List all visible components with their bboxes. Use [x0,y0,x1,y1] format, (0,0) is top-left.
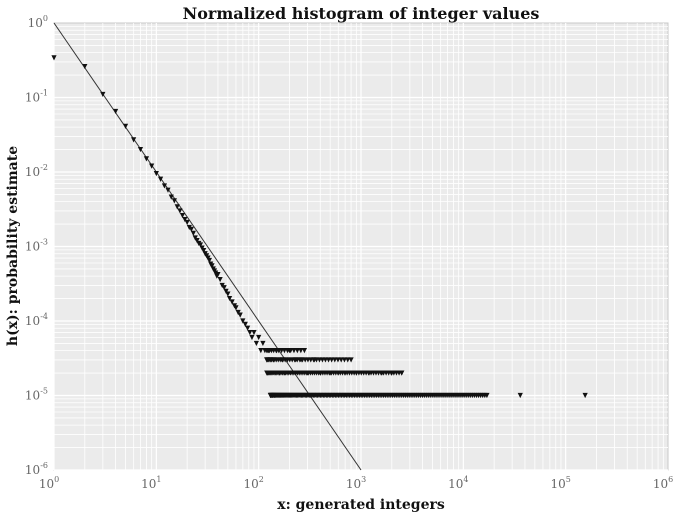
data-point [215,271,221,278]
data-point [399,370,405,376]
data-point [161,183,168,189]
data-point [229,299,235,305]
data-point [174,204,180,210]
y-tick-label: 100 [28,14,48,30]
data-point [240,318,246,324]
grid [53,23,668,471]
data-point [256,334,262,341]
data-point [291,348,297,354]
data-point [206,257,212,264]
y-tick-label: 10-6 [25,461,48,477]
data-point [242,321,248,328]
data-point [100,91,106,98]
x-tick-label: 104 [448,475,468,491]
data-point [258,348,264,354]
data-point [190,230,196,236]
data-point [227,295,233,302]
data-point [298,348,304,354]
x-tick-label: 100 [39,475,59,491]
data-point [201,248,207,254]
y-tick-label: 10-4 [25,312,48,328]
data-point [194,238,200,244]
x-tick-label: 105 [550,475,570,491]
data-point [82,63,88,70]
data-point [582,392,588,399]
data-point [345,357,351,363]
data-point [249,334,255,341]
data-point [341,357,348,363]
data-point [301,348,308,354]
data-point [338,357,344,363]
data-point [137,146,144,153]
y-tick-label: 10-1 [25,89,48,105]
y-tick-label: 10-3 [25,238,48,254]
data-point [143,156,150,162]
data-point [182,216,188,223]
data-point [223,288,229,294]
data-point [517,392,523,399]
data-point [233,305,239,311]
data-point [288,348,294,354]
data-point [184,219,190,226]
data-point [131,137,137,143]
data-point [51,55,57,61]
data-point [221,285,227,291]
tick-labels: 100 101 102 103 104 105 106 100 10-1 10-2 10-3 10-4… [25,14,673,491]
x-tick-label: 103 [346,475,366,491]
data-point [179,212,186,219]
y-tick-label: 10-5 [25,387,48,403]
data-point [217,276,223,283]
data-point [247,329,253,336]
x-tick-label: 102 [243,475,263,491]
series-layer [51,22,588,471]
data-point [253,340,259,347]
data-point [171,198,177,204]
chart-title: Normalized histogram of integer values [183,4,540,23]
data-point [149,163,155,169]
y-axis-label: h(x): probability estimate [5,146,21,346]
data-point [157,176,164,182]
y-tick-label: 10-2 [25,163,48,179]
data-point [260,340,266,347]
data-point [213,270,219,276]
data-point [209,263,215,269]
data-point [294,348,300,354]
data-point [177,208,183,214]
data-point [348,357,354,363]
data-point [484,392,490,399]
x-tick-label: 101 [141,475,161,491]
data-point [237,312,243,318]
data-point [188,226,194,232]
x-tick-label: 106 [653,475,673,491]
data-point [165,187,171,193]
data-point [168,194,174,200]
data-point [153,171,159,177]
data-point [113,108,119,115]
data-point [122,123,129,129]
data-point [251,329,257,336]
data-point [197,242,204,248]
x-axis-label: x: generated integers [277,497,445,513]
data-point [245,325,251,331]
data-point [225,291,231,297]
